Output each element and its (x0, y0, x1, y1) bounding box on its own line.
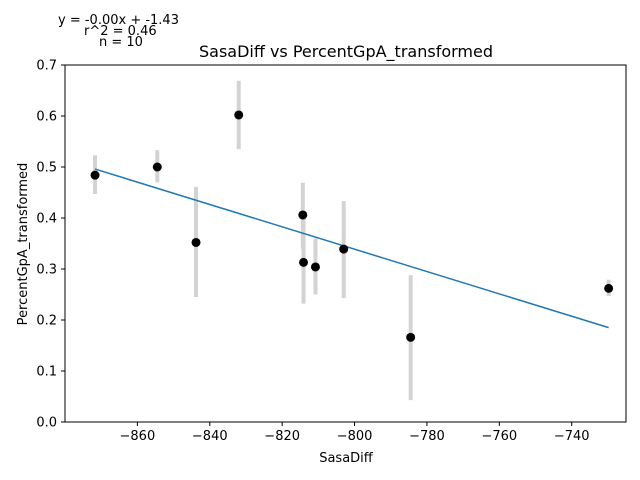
y-tick-label: 0.1 (36, 365, 57, 380)
y-tick-label: 0.5 (36, 161, 57, 176)
y-tick-label: 0.2 (36, 314, 57, 329)
data-point (298, 210, 308, 220)
fit-n-count: n = 10 (99, 35, 143, 50)
x-tick-label: −820 (264, 429, 300, 444)
y-tick-label: 0.7 (36, 59, 57, 74)
data-point (604, 283, 614, 293)
y-tick-label: 0.3 (36, 263, 57, 278)
data-point (310, 262, 320, 272)
x-tick-label: −780 (409, 429, 445, 444)
x-tick-label: −740 (554, 429, 590, 444)
x-tick-label: −760 (481, 429, 517, 444)
plot-area: −860 −840 −820 −800 −780 −760 −740 0.0 0.1 0.2 0.3… (36, 59, 627, 444)
y-tick-label: 0.4 (36, 212, 57, 227)
data-point (152, 162, 162, 172)
y-tick-label: 0.0 (36, 416, 57, 431)
data-point (90, 170, 100, 180)
x-tick-label: −800 (337, 429, 373, 444)
y-axis-label: PercentGpA_transformed (16, 163, 31, 326)
data-point (406, 332, 416, 342)
x-tick-label: −860 (120, 429, 156, 444)
y-tick-label: 0.6 (36, 110, 57, 125)
chart-title: SasaDiff vs PercentGpA_transformed (199, 42, 493, 62)
x-axis-label: SasaDiff (319, 451, 374, 466)
fit-line (94, 168, 609, 329)
data-point (191, 237, 201, 247)
x-tick-label: −840 (192, 429, 228, 444)
data-point (234, 110, 244, 120)
axes-frame (64, 64, 627, 423)
data-point (339, 244, 349, 254)
fit-r-squared: r^2 = 0.46 (84, 24, 157, 39)
fit-equation: y = -0.00x + -1.43 (58, 13, 179, 28)
data-point (299, 257, 309, 267)
